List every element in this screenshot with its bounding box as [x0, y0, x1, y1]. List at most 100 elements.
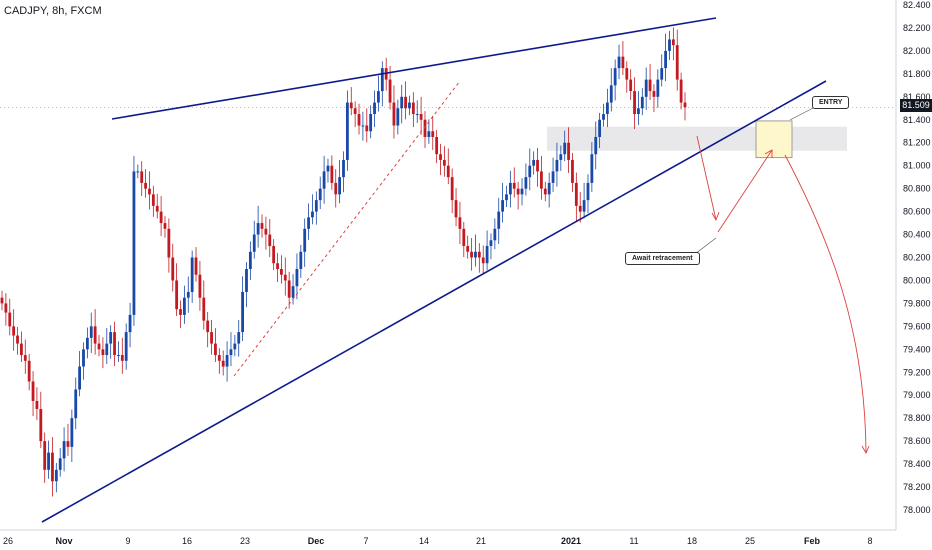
candle-body — [155, 205, 159, 212]
candle-body — [578, 205, 582, 212]
candle-body — [225, 355, 229, 367]
candle-body — [0, 297, 4, 304]
candle-body — [621, 56, 625, 69]
candle-body — [194, 257, 198, 275]
candle-body — [520, 188, 524, 195]
candle-body — [512, 182, 516, 189]
candle-body — [454, 200, 458, 218]
candle-body — [419, 114, 423, 120]
candle-body — [493, 228, 497, 241]
candle-body — [202, 297, 206, 321]
entry-connector — [789, 107, 814, 121]
candle-body — [272, 246, 276, 264]
candle-body — [264, 228, 268, 235]
candle-body — [334, 182, 338, 195]
x-tick-label: 2021 — [561, 536, 581, 546]
y-tick-label: 81.200 — [903, 138, 931, 148]
candle-body — [536, 159, 539, 172]
candle-body — [268, 234, 272, 247]
candle-body — [229, 349, 233, 356]
candle-body — [299, 251, 303, 269]
candle-body — [85, 337, 89, 350]
x-tick-label: Feb — [804, 536, 821, 546]
arrowhead — [764, 149, 773, 158]
candle-body — [551, 171, 555, 183]
candle-body — [501, 200, 505, 212]
x-tick-label: 9 — [125, 536, 130, 546]
candle-body — [62, 441, 66, 459]
arrow-up-to-entry — [717, 149, 773, 233]
candle-body — [505, 194, 508, 201]
candle-body — [256, 223, 260, 235]
candle-body — [559, 154, 563, 160]
candle-body — [431, 131, 435, 137]
y-tick-label: 79.400 — [903, 344, 931, 354]
candle-body — [590, 154, 594, 183]
candle-body — [555, 159, 559, 172]
candle-body — [252, 234, 256, 252]
candle-body — [105, 343, 109, 356]
y-tick-label: 81.600 — [903, 92, 931, 102]
candle-body — [594, 136, 598, 155]
candle-body — [345, 102, 349, 160]
candle-body — [241, 291, 245, 333]
candle-body — [582, 200, 586, 212]
candle-body — [287, 280, 291, 298]
candle-body — [349, 102, 353, 109]
candle-body — [625, 68, 629, 80]
candle-body — [117, 355, 120, 357]
candle-body — [295, 268, 299, 287]
candle-body — [280, 268, 283, 275]
x-tick-label: 11 — [629, 536, 638, 546]
candle-body — [660, 68, 664, 80]
candle-body — [120, 355, 124, 361]
candle-body — [97, 343, 101, 350]
candle-body — [318, 188, 322, 201]
candle-body — [74, 389, 78, 419]
candle-body — [113, 332, 116, 356]
entry-label: ENTRY — [812, 96, 850, 109]
candle-body — [12, 326, 16, 336]
candle-body — [245, 268, 248, 292]
candle-body — [210, 332, 213, 344]
candle-body — [602, 114, 605, 120]
x-tick-label: 18 — [687, 536, 697, 546]
candle-body — [78, 366, 82, 390]
candle-body — [400, 96, 404, 109]
lower-trendline — [41, 80, 827, 523]
candle-body — [380, 68, 384, 92]
candle-body — [311, 211, 314, 218]
y-tick-label: 81.800 — [903, 69, 931, 79]
candle-body — [675, 45, 679, 80]
y-tick-label: 78.600 — [903, 436, 931, 446]
candle-body — [214, 343, 217, 356]
candle-body — [338, 177, 342, 195]
candle-body — [586, 182, 590, 201]
candle-body — [396, 108, 400, 126]
arrow-down-target — [784, 154, 867, 453]
candle-body — [303, 228, 307, 252]
candle-body — [388, 79, 392, 103]
y-tick-label: 80.000 — [903, 275, 931, 285]
candle-body — [159, 211, 163, 224]
candle-body — [167, 228, 171, 258]
y-tick-label: 79.800 — [903, 298, 931, 308]
candle-body — [175, 280, 179, 310]
y-tick-label: 78.000 — [903, 505, 931, 515]
candle-body — [16, 335, 19, 344]
candle-body — [109, 332, 113, 344]
candle-body — [101, 349, 105, 356]
candle-body — [89, 326, 93, 338]
candle-body — [128, 314, 132, 333]
x-tick-label: Nov — [55, 536, 72, 546]
y-tick-label: 79.600 — [903, 321, 931, 331]
candle-body — [70, 418, 74, 447]
arrowhead — [861, 445, 870, 455]
candle-body — [31, 381, 35, 401]
candle-body — [35, 400, 39, 409]
candle-body — [373, 102, 376, 115]
candle-body — [415, 114, 419, 116]
candle-body — [664, 50, 667, 69]
